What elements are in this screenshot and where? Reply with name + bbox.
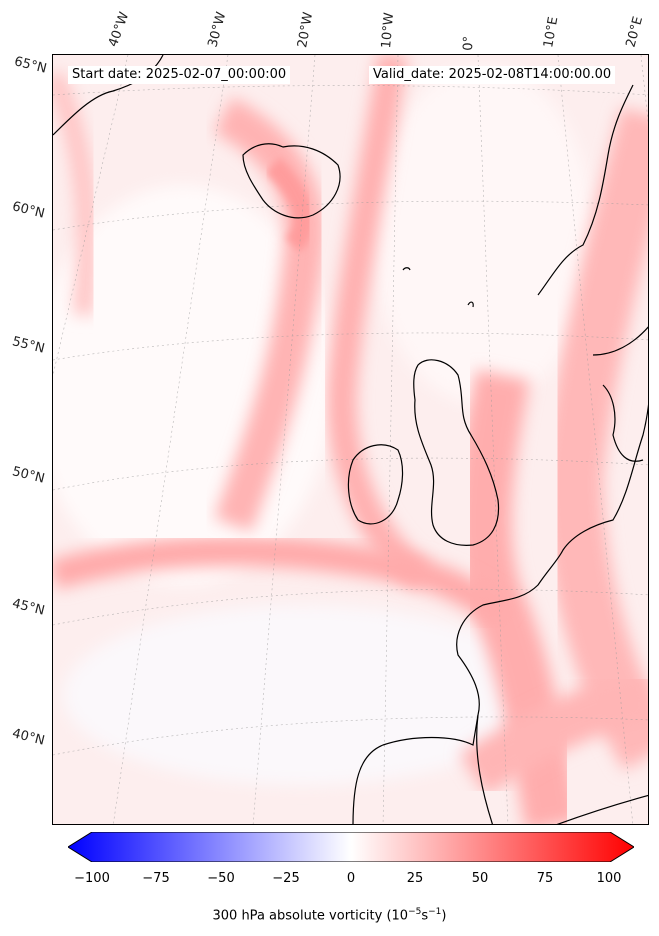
cbar-tick-neg25: −25 [272, 871, 300, 886]
start-date-box: Start date: 2025-02-07_00:00:00 [68, 66, 291, 84]
vorticity-field [53, 55, 648, 824]
vorticity-band-iceland-core [265, 157, 314, 253]
vorticity-band-southeast [459, 670, 648, 796]
lat-label-60n: 60°N [10, 199, 47, 222]
cbar-tick-neg50: −50 [207, 871, 235, 886]
cbar-tick-75: 75 [536, 871, 554, 886]
colorbar-label: 300 hPa absolute vorticity (10−5s−1) [212, 907, 447, 924]
lon-label-20w: 20°W [295, 11, 317, 50]
graticule [53, 55, 648, 824]
lon-label-20e: 20°E [623, 14, 647, 50]
europe-coast [456, 404, 648, 824]
iberia-coast [352, 714, 479, 824]
denmark-coast [602, 384, 644, 462]
vorticity-band-atlantic [53, 536, 512, 628]
cbar-tick-neg75: −75 [142, 871, 170, 886]
colorbar [68, 832, 634, 862]
ireland-coast [347, 444, 404, 525]
scandinavia-coast [537, 84, 648, 356]
lat-label-65n: 65°N [12, 54, 49, 77]
lon-label-40w: 40°W [105, 10, 133, 49]
valid-date-box: Valid_date: 2025-02-08T14:00:00.00 [369, 66, 616, 84]
lat-label-40n: 40°N [10, 726, 47, 749]
cbar-tick-0: 0 [346, 871, 356, 886]
vorticity-map [52, 54, 649, 825]
lon-label-10e: 10°E [541, 15, 562, 49]
cbar-tick-25: 25 [406, 871, 424, 886]
vorticity-band-central [326, 55, 431, 589]
vorticity-band-iceland [213, 97, 325, 532]
cbar-tick-100: 100 [596, 871, 622, 886]
lon-label-30w: 30°W [205, 10, 230, 49]
iceland-coast [242, 143, 341, 219]
britain-coast [413, 359, 500, 546]
faroe-coast [402, 267, 411, 271]
lon-label-0: 0° [461, 35, 477, 51]
lon-label-10w: 10°W [379, 11, 398, 49]
vorticity-band-west-edge [53, 70, 97, 316]
lat-label-50n: 50°N [10, 464, 47, 487]
cbar-tick-50: 50 [471, 871, 489, 886]
cbar-tick-neg100: −100 [74, 871, 110, 886]
lat-label-55n: 55°N [10, 334, 47, 357]
lat-label-45n: 45°N [10, 596, 47, 619]
shetland-coast [467, 301, 474, 308]
